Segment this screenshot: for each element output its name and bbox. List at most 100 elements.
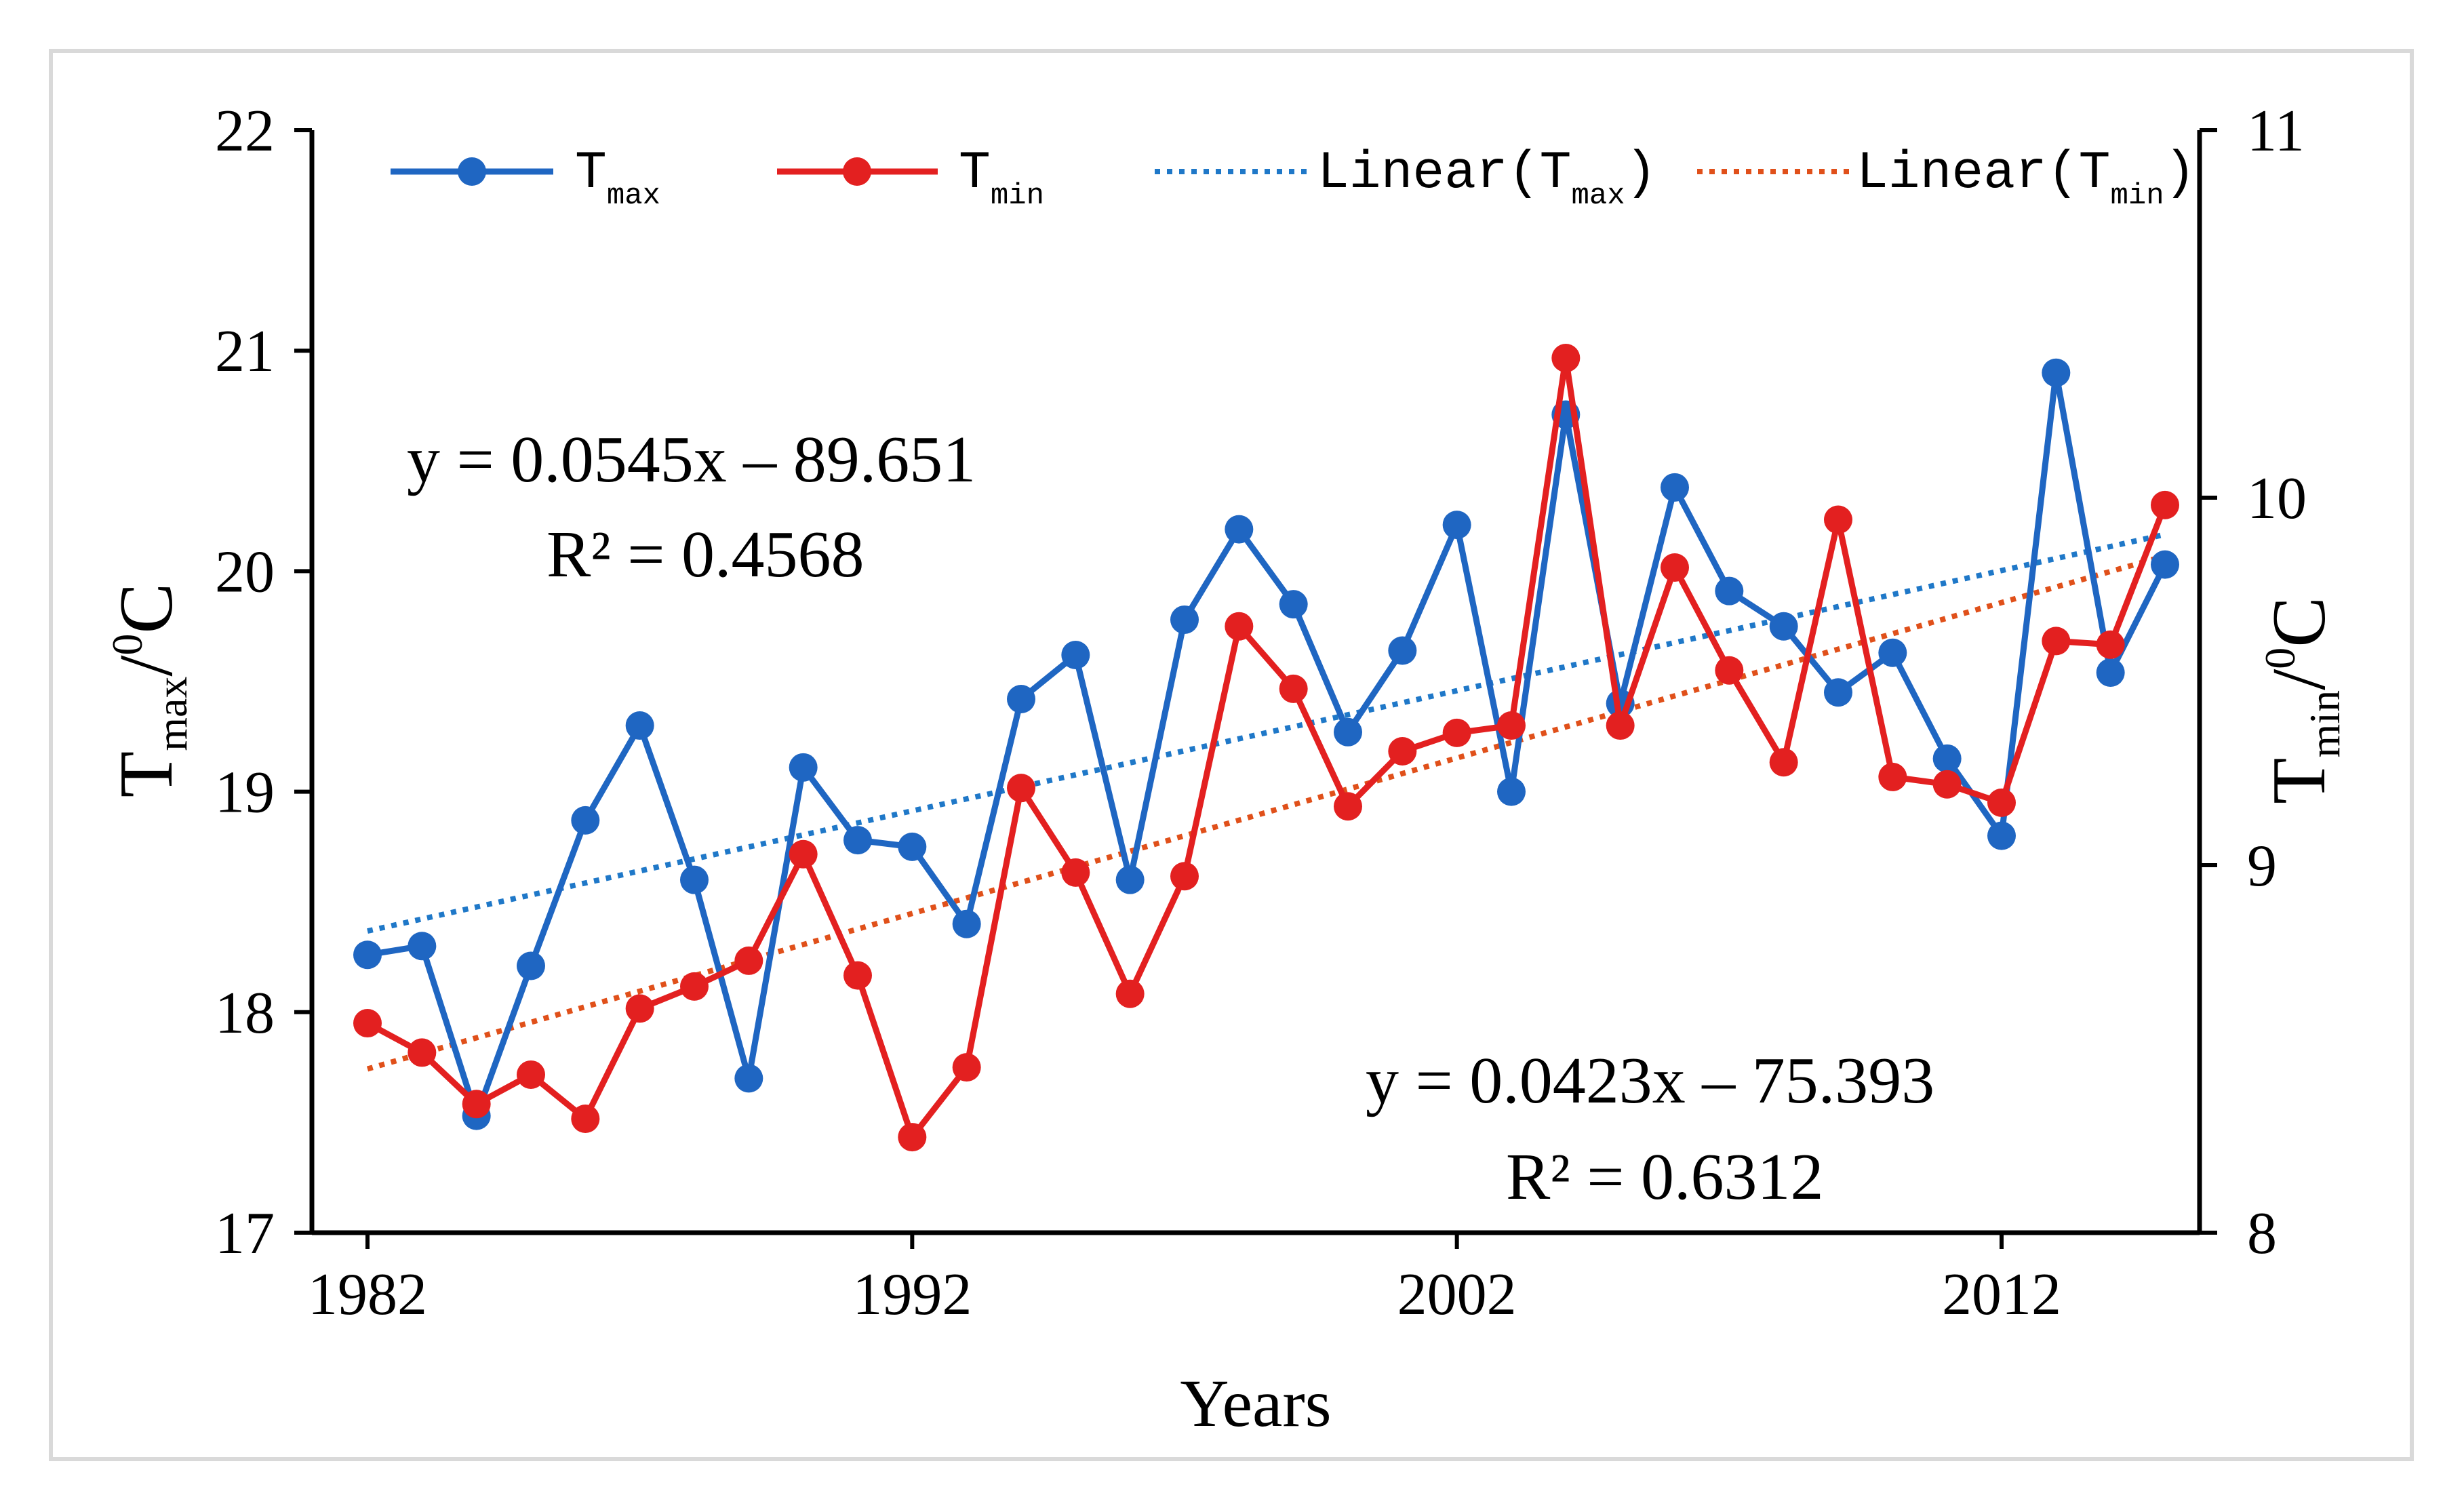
data-point-tmax xyxy=(1497,777,1526,806)
left-y-tick-label: 21 xyxy=(215,319,275,384)
tmin-equation: y = 0.0423x – 75.393 xyxy=(1366,1044,1934,1117)
data-point-tmax xyxy=(517,951,545,980)
legend-linear-tmin-pre: Linear(T xyxy=(1856,144,2110,203)
x-axis-title: Years xyxy=(1180,1366,1331,1441)
legend-linear-tmin-post: ) xyxy=(2164,144,2196,203)
data-point-tmax xyxy=(843,826,872,855)
legend-tmax-label: Tmax xyxy=(575,144,660,213)
tmax-r2: R² = 0.4568 xyxy=(547,518,865,591)
data-point-tmax xyxy=(2096,658,2125,687)
left-y-title-sub: max xyxy=(148,677,196,751)
data-point-tmax xyxy=(2042,358,2071,387)
svg-text:Tmax/0C: Tmax/0C xyxy=(103,583,196,797)
right-y-tick-label: 11 xyxy=(2247,98,2305,164)
data-point-tmin xyxy=(408,1038,437,1067)
series-line-tmax xyxy=(367,370,2168,1119)
legend-tmin-main: T xyxy=(959,144,991,203)
x-tick-label: 2002 xyxy=(1397,1262,1517,1328)
right-y-title-slash: / xyxy=(2257,669,2341,690)
legend-item-tmax: Tmax xyxy=(391,144,660,213)
legend-tmax-sub: max xyxy=(607,179,660,213)
left-y-axis-title: Tmax/0C xyxy=(103,583,196,797)
data-point-tmin xyxy=(898,1123,927,1152)
data-point-tmin xyxy=(517,1060,545,1089)
data-point-tmin xyxy=(1007,774,1035,803)
data-point-tmin xyxy=(734,946,763,975)
legend-item-linear-tmin: Linear(Tmin) xyxy=(1697,144,2196,213)
data-point-tmax xyxy=(1007,685,1035,714)
x-ticks: 1982 1992 2002 2012 xyxy=(308,1233,2061,1328)
data-point-tmin xyxy=(353,1009,382,1038)
legend-linear-tmax-label: Linear(Tmax) xyxy=(1317,144,1657,213)
chart: 17 18 19 20 21 22 8 9 10 11 1982 1992 2002 2012 Yea… xyxy=(103,98,2349,1441)
data-point-tmin xyxy=(1497,711,1526,740)
data-point-tmin xyxy=(789,839,818,869)
legend: Tmax Tmin Linear(Tmax) Linear(Tmin) xyxy=(391,144,2196,213)
legend-tmin-sub: min xyxy=(991,179,1044,213)
data-point-tmax xyxy=(2151,550,2179,579)
left-y-title-main: T xyxy=(104,751,188,797)
data-point-tmin xyxy=(2042,627,2071,656)
data-point-tmin xyxy=(1279,674,1308,703)
data-point-tmax xyxy=(898,832,927,861)
data-point-tmin xyxy=(462,1090,491,1119)
data-point-tmin xyxy=(1661,553,1689,582)
left-y-tick-label: 18 xyxy=(215,980,275,1046)
legend-tmin-label: Tmin xyxy=(959,144,1044,213)
data-point-tmax xyxy=(1170,605,1199,634)
left-y-title-slash: / xyxy=(104,655,188,677)
data-point-tmax xyxy=(789,753,818,782)
right-y-tick-label: 10 xyxy=(2247,466,2307,532)
left-y-tick-label: 19 xyxy=(215,760,275,826)
left-y-tick-label: 17 xyxy=(215,1201,275,1267)
data-point-tmin xyxy=(2151,490,2179,519)
left-y-tick-label: 20 xyxy=(215,539,275,605)
data-point-tmin xyxy=(1878,762,1907,791)
legend-linear-tmin-sub: min xyxy=(2110,179,2164,213)
legend-linear-tmin-label: Linear(Tmin) xyxy=(1856,144,2196,213)
right-y-ticks: 8 9 10 11 xyxy=(2200,98,2307,1267)
data-point-tmax xyxy=(1769,612,1798,641)
data-point-tmax xyxy=(1824,678,1852,707)
data-point-tmax xyxy=(952,909,981,938)
data-point-tmax xyxy=(625,711,654,740)
left-y-tick-label: 22 xyxy=(215,98,275,164)
data-point-tmin xyxy=(1388,736,1417,766)
legend-linear-tmax-pre: Linear(T xyxy=(1317,144,1571,203)
data-point-tmax xyxy=(408,932,437,961)
left-y-title-sup: 0 xyxy=(103,633,151,655)
data-point-tmin xyxy=(1824,505,1852,534)
right-y-tick-label: 9 xyxy=(2247,833,2277,899)
right-y-title-tail: C xyxy=(2257,597,2341,648)
legend-tmin-marker xyxy=(843,157,871,186)
data-point-tmin xyxy=(1442,718,1471,747)
x-tick-label: 1992 xyxy=(852,1262,972,1328)
data-point-tmax xyxy=(1878,638,1907,667)
data-point-tmin xyxy=(1715,656,1744,685)
data-point-tmax xyxy=(680,865,709,894)
legend-item-linear-tmax: Linear(Tmax) xyxy=(1155,144,1657,213)
left-y-title-tail: C xyxy=(104,583,188,634)
figure-frame: 17 18 19 20 21 22 8 9 10 11 1982 1992 2002 2012 Yea… xyxy=(49,49,2414,1461)
right-y-axis-title: Tmin/0C xyxy=(2256,597,2349,804)
trendlines xyxy=(366,532,2166,1072)
data-point-tmin xyxy=(1606,711,1635,740)
legend-linear-tmax-post: ) xyxy=(1625,144,1657,203)
svg-text:Tmin/0C: Tmin/0C xyxy=(2256,597,2349,804)
right-y-tick-label: 8 xyxy=(2247,1201,2277,1267)
data-point-tmax xyxy=(1661,473,1689,502)
tmax-equation: y = 0.0545x – 89.651 xyxy=(407,423,976,496)
data-point-tmax xyxy=(1388,636,1417,665)
data-point-tmin xyxy=(2096,630,2125,659)
series-line-tmin xyxy=(365,355,2168,1140)
trendline-tmin xyxy=(366,553,2166,1072)
data-point-tmin xyxy=(571,1104,600,1133)
data-point-tmin xyxy=(1115,979,1145,1008)
legend-linear-tmax-sub: max xyxy=(1571,179,1625,213)
data-point-tmin xyxy=(680,972,709,1001)
data-point-tmax xyxy=(1334,717,1362,747)
tmin-r2: R² = 0.6312 xyxy=(1506,1140,1824,1214)
data-point-tmax xyxy=(1115,865,1145,894)
data-point-tmax xyxy=(1932,744,1962,773)
data-point-tmax xyxy=(1715,576,1744,605)
